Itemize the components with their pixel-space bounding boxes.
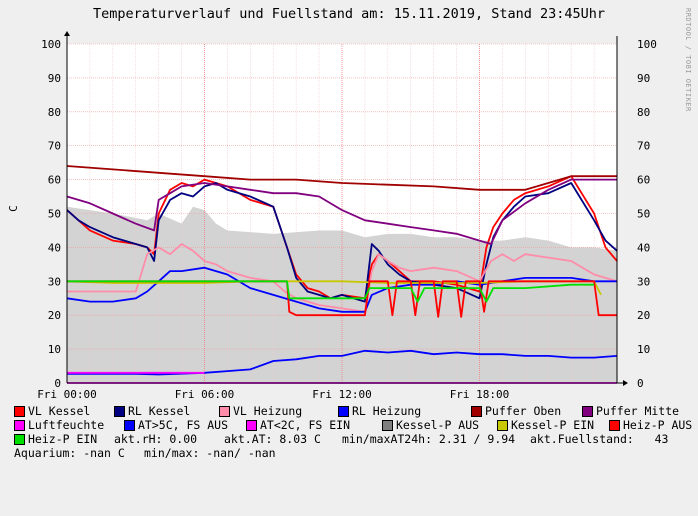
legend-row-2: Luftfeuchte AT>5C, FS AUS AT<2C, FS EIN …: [14, 418, 692, 432]
series-line-heiz-p-aus: [67, 280, 617, 318]
legend-row-3: Heiz-P EIN akt.rH: 0.00 akt.AT: 8.03 C m…: [14, 432, 668, 446]
y-tick-label-right: 60: [637, 174, 650, 187]
x-tick-label: Fri 00:00: [37, 388, 97, 400]
x-tick-label: Fri 18:00: [450, 388, 510, 400]
y-tick-label-left: 30: [48, 275, 61, 288]
y-tick-label-left: 90: [48, 72, 61, 85]
status-minmax-at: min/maxAT24h: 2.31 / 9.94: [342, 432, 516, 446]
legend-swatch: [246, 420, 257, 431]
y-axis-label: C: [7, 205, 20, 212]
legend-swatch: [338, 406, 349, 417]
legend-label: RL Heizung: [352, 404, 422, 418]
legend-label: VL Kessel: [28, 404, 91, 418]
legend-label: RL Kessel: [128, 404, 191, 418]
y-tick-label-right: 10: [637, 343, 650, 356]
y-tick-label-left: 40: [48, 241, 61, 254]
y-tick-label-right: 50: [637, 208, 650, 221]
y-tick-label-right: 40: [637, 241, 650, 254]
legend-label: Luftfeuchte: [28, 418, 105, 432]
y-axis-arrow: [64, 31, 70, 36]
legend-swatch: [14, 420, 25, 431]
legend-label: Kessel-P AUS: [396, 418, 480, 432]
legend-swatch: [471, 406, 482, 417]
y-tick-label-left: 70: [48, 140, 61, 153]
x-axis-arrow: [623, 380, 628, 386]
series-line-puffer-mitte: [66, 178, 617, 245]
legend-label: Puffer Oben: [485, 404, 562, 418]
legend-row-1: VL Kessel RL Kessel VL Heizung RL Heizun…: [14, 404, 679, 418]
y-tick-label-right: 80: [637, 106, 650, 119]
series-line-puffer-oben: [66, 165, 617, 191]
status-rh: akt.rH: 0.00: [114, 432, 198, 446]
status-fuellstand: akt.Fuellstand: 43: [530, 432, 669, 446]
series-lines-layer: [66, 165, 618, 384]
x-tick-label: Fri 06:00: [175, 388, 235, 400]
series-line-heiz-p-ein: [67, 280, 595, 303]
chart-title: Temperaturverlauf und Fuellstand am: 15.…: [92, 6, 606, 22]
y-tick-label-left: 0: [54, 377, 61, 390]
y-tick-label-left: 100: [41, 38, 61, 51]
legend-label: Heiz-P AUS: [623, 418, 693, 432]
legend-row-4: Aquarium: -nan C min/max: -nan/ -nan: [14, 446, 276, 460]
legend-label: Kessel-P EIN: [511, 418, 595, 432]
status-aquarium: Aquarium: -nan C: [14, 446, 125, 460]
legend-swatch: [609, 420, 620, 431]
legend-label: Puffer Mitte: [596, 404, 680, 418]
status-aquarium-minmax: min/max: -nan/ -nan: [144, 446, 276, 460]
axis-layer: 0 0 10 10 20 20 30 30 40 40 50 50 60 60 70 70 80 80 90 90 10…: [7, 31, 657, 400]
y-tick-label-left: 10: [48, 343, 61, 356]
legend-label: AT>5C, FS AUS: [138, 418, 229, 432]
status-at: akt.AT: 8.03 C: [224, 432, 321, 446]
legend-swatch: [114, 406, 125, 417]
legend-swatch: [14, 434, 25, 445]
y-tick-label-left: 50: [48, 208, 61, 221]
legend-swatch: [582, 406, 593, 417]
y-tick-label-left: 60: [48, 174, 61, 187]
legend-swatch: [382, 420, 393, 431]
y-tick-label-right: 90: [637, 72, 650, 85]
x-tick-label: Fri 12:00: [312, 388, 372, 400]
legend-swatch: [124, 420, 135, 431]
legend-swatch: [14, 406, 25, 417]
legend-swatch: [497, 420, 508, 431]
y-tick-label-right: 100: [637, 38, 657, 51]
legend-label: AT<2C, FS EIN: [260, 418, 351, 432]
y-tick-label-right: 0: [637, 377, 644, 390]
legend-label: VL Heizung: [233, 404, 303, 418]
legend-swatch: [219, 406, 230, 417]
series-line-vl-heizung: [67, 243, 618, 313]
y-tick-label-right: 70: [637, 140, 650, 153]
y-tick-label-left: 80: [48, 106, 61, 119]
chart-plot: 0 0 10 10 20 20 30 30 40 40 50 50 60 60 70 70 80 80 90 90 10…: [7, 31, 657, 400]
y-tick-label-right: 30: [637, 275, 650, 288]
series-line-at-5c-fs-aus: [67, 349, 618, 376]
legend-label: Heiz-P EIN: [28, 432, 98, 446]
y-tick-label-right: 20: [637, 309, 650, 322]
y-tick-label-left: 20: [48, 309, 61, 322]
rrdtool-watermark: RRDTOOL / TOBI OETIKER: [684, 8, 692, 112]
series-line-rl-heizung: [66, 266, 617, 313]
